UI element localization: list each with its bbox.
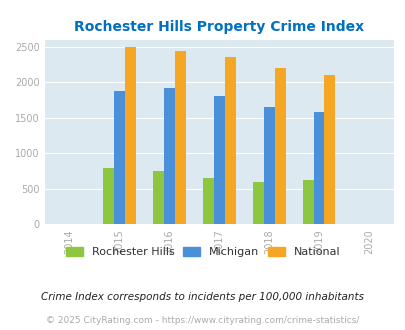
Bar [114,91,125,224]
Bar [164,88,175,224]
Bar [224,57,235,224]
Title: Rochester Hills Property Crime Index: Rochester Hills Property Crime Index [74,20,363,34]
Bar [263,108,274,224]
Bar [153,171,164,224]
Bar [313,112,324,224]
Bar [175,50,185,224]
Bar [252,182,263,224]
Bar [274,68,285,224]
Bar [213,96,224,224]
Bar [302,180,313,224]
Text: © 2025 CityRating.com - https://www.cityrating.com/crime-statistics/: © 2025 CityRating.com - https://www.city… [46,315,359,325]
Bar [125,47,136,224]
Legend: Rochester Hills, Michigan, National: Rochester Hills, Michigan, National [62,242,343,262]
Bar [202,178,213,224]
Text: Crime Index corresponds to incidents per 100,000 inhabitants: Crime Index corresponds to incidents per… [41,292,364,302]
Bar [103,168,114,224]
Bar [324,76,335,224]
